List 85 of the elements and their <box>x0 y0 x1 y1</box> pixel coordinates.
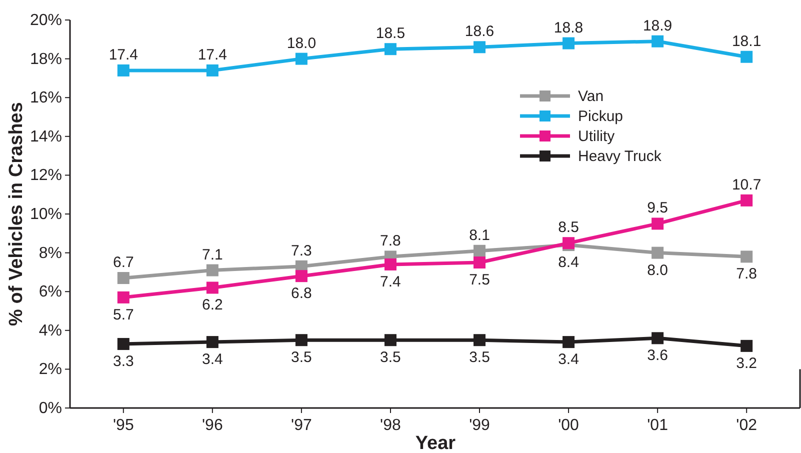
point <box>740 50 753 63</box>
x-tick-label: '95 <box>112 417 134 434</box>
data-label: 18.0 <box>286 34 316 52</box>
data-label: 17.4 <box>198 46 228 64</box>
point <box>117 291 130 304</box>
point <box>562 336 575 348</box>
point <box>117 272 130 284</box>
point <box>652 332 664 344</box>
data-label: 18.1 <box>732 32 762 50</box>
data-label: 3.4 <box>558 351 579 368</box>
point <box>206 336 218 348</box>
point <box>740 340 753 352</box>
legend-label: Van <box>578 88 604 105</box>
data-label: 7.8 <box>380 232 401 250</box>
point <box>206 64 218 76</box>
legend-label: Utility <box>578 128 616 145</box>
data-label: 8.4 <box>558 254 579 272</box>
x-tick-label: '02 <box>736 417 758 434</box>
y-tick-label: 4% <box>38 322 62 340</box>
data-label: 6.8 <box>291 285 312 302</box>
y-tick-label: 20% <box>30 12 62 29</box>
data-label: 18.6 <box>464 23 494 40</box>
data-label: 3.6 <box>647 347 668 364</box>
x-tick-label: '01 <box>647 417 668 434</box>
data-label: 3.5 <box>469 349 490 366</box>
point <box>740 250 753 263</box>
data-label: 7.4 <box>380 273 401 290</box>
y-tick-label: 6% <box>38 284 62 301</box>
x-tick-label: '98 <box>380 417 402 434</box>
data-label: 10.7 <box>732 176 762 194</box>
data-label: 7.8 <box>736 266 758 283</box>
point <box>652 246 664 259</box>
data-label: 17.4 <box>108 46 138 64</box>
y-axis-title: % of Vehicles in Crashes <box>6 102 27 326</box>
point <box>295 334 308 346</box>
data-label: 18.5 <box>376 25 406 42</box>
data-label: 9.5 <box>647 200 668 217</box>
point <box>474 244 486 257</box>
data-label: 18.8 <box>554 19 584 36</box>
point <box>474 41 486 54</box>
point <box>295 52 308 65</box>
point <box>206 264 218 276</box>
y-tick-label: 2% <box>38 361 62 378</box>
legend-label: Pickup <box>578 108 624 125</box>
y-tick-label: 14% <box>30 128 62 146</box>
data-label: 8.0 <box>647 262 668 279</box>
point <box>652 35 664 48</box>
data-label: 3.3 <box>112 352 134 370</box>
data-label: 6.7 <box>112 254 134 272</box>
point <box>295 270 308 282</box>
y-tick-label: 16% <box>30 90 62 107</box>
data-label: 3.5 <box>380 349 401 366</box>
data-label: 8.1 <box>469 226 490 244</box>
data-label: 18.9 <box>642 17 672 34</box>
data-label: 7.1 <box>202 246 223 264</box>
data-label: 6.2 <box>202 296 223 314</box>
data-label: 8.5 <box>558 219 579 236</box>
point <box>384 334 396 346</box>
data-label: 5.7 <box>112 306 134 324</box>
x-tick-label: '99 <box>469 417 490 434</box>
legend-label: Heavy Truck <box>578 148 662 165</box>
data-label: 7.5 <box>469 272 490 288</box>
x-tick-label: '96 <box>202 417 223 434</box>
data-label: 3.4 <box>202 351 223 368</box>
data-label: 3.5 <box>291 349 312 366</box>
point <box>740 194 753 206</box>
point <box>474 256 486 268</box>
point <box>117 338 130 350</box>
point <box>384 43 396 56</box>
x-tick-label: '00 <box>558 417 580 434</box>
point <box>384 258 396 270</box>
point <box>206 282 218 294</box>
y-tick-label: 0% <box>38 400 62 417</box>
point <box>562 37 575 50</box>
y-tick-label: 8% <box>38 244 62 262</box>
point <box>474 334 486 346</box>
point <box>652 218 664 230</box>
data-label: 3.2 <box>736 354 758 372</box>
y-tick-label: 18% <box>30 50 62 68</box>
y-tick-label: 12% <box>30 167 62 184</box>
data-label: 7.3 <box>291 242 312 260</box>
point <box>117 64 130 76</box>
x-tick-label: '97 <box>291 417 312 434</box>
y-tick-label: 10% <box>30 206 62 223</box>
x-axis-title: Year <box>415 433 456 453</box>
